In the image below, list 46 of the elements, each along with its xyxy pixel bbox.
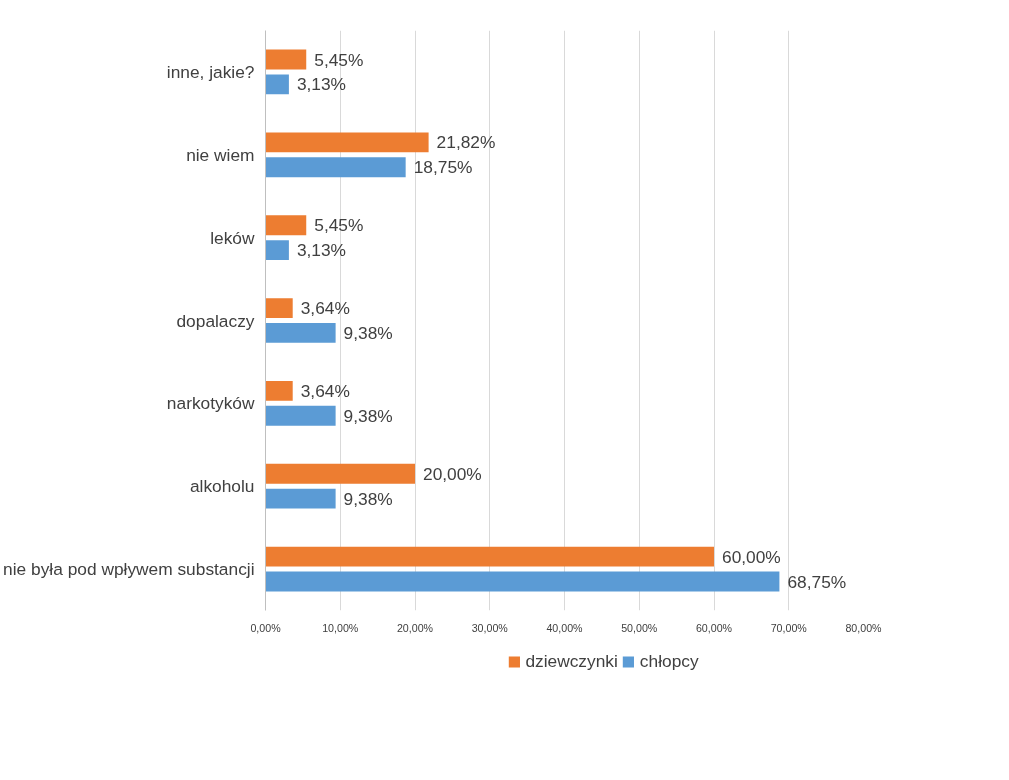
data-label: 20,00%: [423, 463, 482, 484]
x-tick-label: 0,00%: [250, 621, 282, 634]
y-tick-label: alkoholu: [189, 476, 255, 497]
y-tick-label: dopalaczy: [176, 310, 255, 331]
data-label: 9,38%: [343, 405, 393, 426]
data-label: 3,13%: [296, 74, 347, 95]
bar: [265, 546, 714, 567]
data-label: 68,75%: [787, 571, 847, 592]
data-label: 3,64%: [300, 298, 350, 319]
x-tick-label: 20,00%: [396, 621, 434, 634]
data-label: 3,13%: [296, 240, 347, 261]
data-label: 18,75%: [413, 157, 473, 178]
x-tick-label: 80,00%: [845, 621, 883, 634]
bar: [265, 571, 780, 592]
bar: [265, 74, 289, 95]
data-label: 5,45%: [314, 49, 364, 70]
y-tick-label: inne, jakie?: [166, 61, 255, 82]
legend-label: chłopcy: [639, 650, 699, 672]
bar: [265, 405, 336, 426]
bar: [265, 49, 307, 70]
bar: [265, 463, 415, 484]
bar: [265, 380, 293, 401]
bar: [265, 298, 293, 319]
data-label: 3,64%: [300, 380, 350, 401]
x-tick-label: 60,00%: [695, 621, 733, 634]
x-tick-label: 30,00%: [471, 621, 509, 634]
y-tick-label: narkotyków: [166, 393, 255, 414]
data-label: 9,38%: [343, 322, 393, 343]
bar: [265, 215, 307, 236]
legend-label: dziewczynki: [525, 650, 618, 672]
data-label: 5,45%: [314, 215, 364, 236]
bar: [265, 157, 406, 178]
y-tick-label: nie wiem: [186, 144, 255, 165]
x-tick-label: 70,00%: [770, 621, 808, 634]
y-tick-label: nie była pod wpływem substancji: [3, 559, 255, 580]
data-label: 60,00%: [722, 546, 781, 567]
data-label: 21,82%: [436, 132, 496, 153]
bar: [265, 322, 336, 343]
x-tick-label: 10,00%: [322, 621, 359, 634]
bar: [265, 488, 336, 509]
bar: [265, 132, 429, 153]
data-label: 9,38%: [343, 488, 393, 509]
bar: [265, 240, 289, 261]
x-tick-label: 50,00%: [621, 621, 658, 634]
x-tick-label: 40,00%: [546, 621, 584, 634]
y-tick-label: leków: [210, 227, 255, 248]
